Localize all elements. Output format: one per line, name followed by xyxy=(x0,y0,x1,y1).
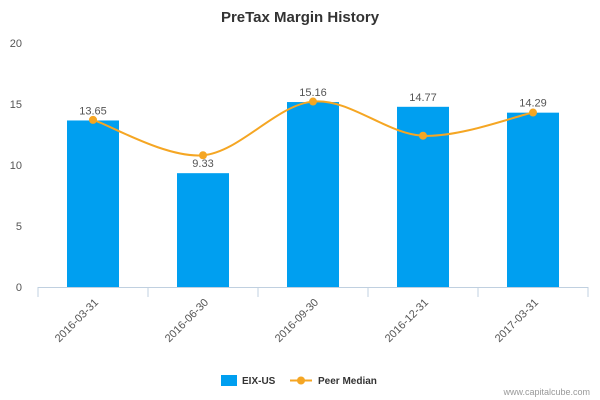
x-tick-label: 2016-09-30 xyxy=(273,297,321,345)
x-tick-label: 2016-03-31 xyxy=(53,297,101,345)
bar xyxy=(177,173,229,287)
legend-label-peer-median: Peer Median xyxy=(318,376,377,387)
legend-marker-peer-median xyxy=(297,376,305,385)
bar-data-label: 13.65 xyxy=(79,105,107,117)
peer-median-point xyxy=(309,97,317,106)
watermark: www.capitalcube.com xyxy=(502,387,590,397)
x-tick-label: 2016-06-30 xyxy=(163,297,211,345)
x-axis: 2016-03-31 2016-06-30 2016-09-30 2016-12-31… xyxy=(37,287,589,345)
bar-data-labels: 13.65 9.33 15.16 14.77 14.29 xyxy=(79,87,547,170)
bar-data-label: 9.33 xyxy=(192,158,213,170)
y-tick-label: 15 xyxy=(10,99,22,111)
bars xyxy=(67,102,559,287)
bar-data-label: 14.77 xyxy=(409,92,437,104)
bar-data-label: 15.16 xyxy=(299,87,327,99)
x-tick-label: 2016-12-31 xyxy=(383,297,431,345)
y-tick-label: 0 xyxy=(16,282,22,294)
bar xyxy=(507,112,559,287)
bar-data-label: 14.29 xyxy=(519,98,547,110)
peer-median-line xyxy=(89,97,537,160)
y-tick-label: 20 xyxy=(10,38,22,50)
bar xyxy=(67,120,119,287)
peer-median-point xyxy=(529,108,537,117)
peer-median-point xyxy=(89,115,97,124)
chart-title: PreTax Margin History xyxy=(221,9,380,26)
y-tick-label: 10 xyxy=(10,160,22,172)
legend-label-eix-us: EIX-US xyxy=(242,376,276,387)
peer-median-point xyxy=(419,131,427,140)
y-tick-label: 5 xyxy=(16,221,22,233)
legend-swatch-eix-us xyxy=(221,375,237,386)
bar xyxy=(287,102,339,287)
peer-median-point xyxy=(199,151,207,160)
y-axis: 0 5 10 15 20 xyxy=(10,38,22,294)
x-tick-label: 2017-03-31 xyxy=(493,297,541,345)
legend: EIX-US Peer Median xyxy=(221,375,377,387)
